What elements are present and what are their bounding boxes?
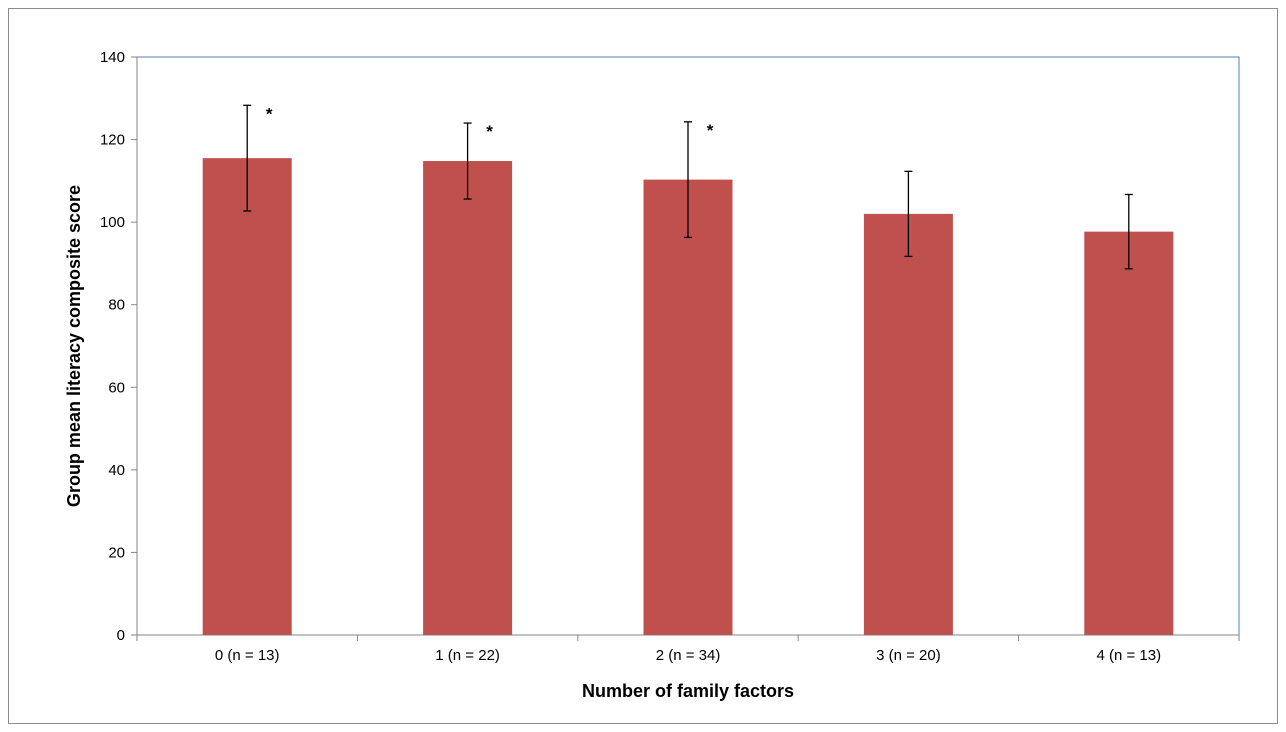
y-axis: 0 20 40 60 80 100 120 140 (100, 49, 138, 644)
significance-marker: * (486, 122, 493, 141)
bar (643, 179, 733, 635)
x-tick-label: 2 (n = 34) (656, 647, 721, 664)
y-tick-label: 60 (108, 379, 125, 396)
y-tick-label: 80 (108, 297, 125, 314)
significance-marker: * (707, 121, 714, 140)
y-tick-label: 40 (108, 462, 125, 479)
bars (202, 158, 1174, 636)
bar (1084, 231, 1174, 636)
y-tick-label: 20 (108, 544, 125, 561)
x-tick-label: 0 (n = 13) (215, 647, 280, 664)
x-axis: 0 (n = 13) 1 (n = 22) 2 (n = 34) 3 (n = 20)… (136, 634, 1240, 664)
y-axis-title: Group mean literacy composite score (64, 185, 84, 507)
x-tick-label: 3 (n = 20) (876, 647, 941, 664)
error-bars (243, 104, 1133, 270)
annotations: * * * (266, 104, 714, 141)
x-tick-label: 4 (n = 13) (1096, 647, 1161, 664)
bar (863, 213, 953, 635)
y-tick-label: 0 (117, 627, 125, 644)
y-tick-label: 140 (100, 49, 125, 66)
y-tick-label: 100 (100, 214, 125, 231)
x-tick-label: 1 (n = 22) (435, 647, 500, 664)
x-axis-title: Number of family factors (582, 681, 794, 701)
bar (202, 158, 292, 635)
y-tick-label: 120 (100, 132, 125, 149)
bar (423, 161, 513, 636)
significance-marker: * (266, 104, 273, 123)
